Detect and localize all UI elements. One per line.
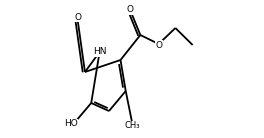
Text: O: O	[155, 41, 162, 50]
Text: HN: HN	[93, 47, 106, 56]
Text: O: O	[74, 13, 81, 22]
Text: O: O	[126, 5, 133, 14]
Text: HO: HO	[64, 120, 78, 128]
Text: CH₃: CH₃	[124, 121, 140, 130]
